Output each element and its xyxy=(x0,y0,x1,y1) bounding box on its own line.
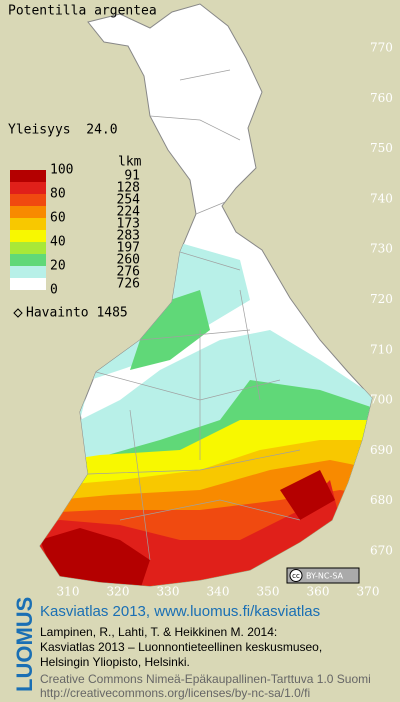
easting-label: 310 xyxy=(57,585,80,599)
easting-label: 360 xyxy=(307,585,330,599)
legend-swatch xyxy=(10,194,46,206)
svg-text:cc: cc xyxy=(292,572,300,580)
legend-count: 173 xyxy=(117,217,140,232)
grid-labels: 770 760 750 740 730 720 710 700 690 680 670 310 320 3… xyxy=(57,41,393,599)
northing-label: 740 xyxy=(370,191,393,205)
easting-label: 340 xyxy=(207,585,230,599)
northing-label: 770 xyxy=(370,41,393,55)
legend-swatch xyxy=(10,266,46,278)
license-badge-text: BY-NC-SA xyxy=(306,572,344,581)
northing-label: 700 xyxy=(370,393,393,407)
northing-label: 690 xyxy=(370,443,393,457)
license-line: Creative Commons Nimeä-Epäkaupallinen-Ta… xyxy=(40,672,371,686)
legend-scale-label: 80 xyxy=(50,187,66,202)
legend-count: 91 xyxy=(124,169,140,184)
legend-scale-label: 0 xyxy=(50,283,58,298)
northing-label: 720 xyxy=(370,292,393,306)
northing-label: 710 xyxy=(370,342,393,356)
citation-line: Lampinen, R., Lahti, T. & Heikkinen M. 2… xyxy=(40,625,277,639)
northing-label: 670 xyxy=(370,544,393,558)
legend-swatch xyxy=(10,206,46,218)
legend-scale-label: 40 xyxy=(50,235,66,250)
observation-count: Havainto 1485 xyxy=(26,306,128,321)
easting-label: 320 xyxy=(107,585,130,599)
legend-swatch xyxy=(10,242,46,254)
legend-swatch xyxy=(10,254,46,266)
legend-swatch xyxy=(10,218,46,230)
legend-count: 128 xyxy=(117,181,140,196)
citation-line: Kasviatlas 2013 – Luonnontieteellinen ke… xyxy=(40,640,322,654)
observation-marker xyxy=(13,308,23,318)
legend-count: 283 xyxy=(117,229,140,244)
legend-scale-label: 100 xyxy=(50,163,73,178)
legend-scale-label: 20 xyxy=(50,259,66,274)
legend-scale-label: 60 xyxy=(50,211,66,226)
frequency-index: Yleisyys 24.0 xyxy=(8,123,118,138)
legend-count: 276 xyxy=(117,265,140,280)
license-url[interactable]: http://creativecommons.org/licenses/by-n… xyxy=(40,686,310,700)
legend-swatch xyxy=(10,278,46,290)
species-title: Potentilla argentea xyxy=(8,4,157,19)
citation-line: Helsingin Yliopisto, Helsinki. xyxy=(40,655,190,669)
legend-count: 197 xyxy=(117,241,140,256)
legend-swatch xyxy=(10,182,46,194)
legend-count: 260 xyxy=(117,253,140,268)
license-badge: cc BY-NC-SA xyxy=(286,567,360,584)
northing-label: 760 xyxy=(370,91,393,105)
easting-label: 350 xyxy=(257,585,280,599)
legend-count: 726 xyxy=(117,277,140,292)
count-header: lkm xyxy=(118,155,142,170)
legend-swatch xyxy=(10,230,46,242)
legend-swatch xyxy=(10,170,46,182)
northing-label: 730 xyxy=(370,242,393,256)
atlas-link[interactable]: Kasviatlas 2013, www.luomus.fi/kasviatla… xyxy=(40,603,320,620)
region-borders xyxy=(87,69,301,561)
northing-label: 680 xyxy=(370,493,393,507)
northing-label: 750 xyxy=(370,141,393,155)
easting-label: 370 xyxy=(357,585,380,599)
brand-logo: LUOMUS xyxy=(12,597,37,692)
legend-count: 254 xyxy=(117,193,141,208)
finland-map xyxy=(39,3,373,587)
legend-count: 224 xyxy=(117,205,141,220)
easting-label: 330 xyxy=(157,585,180,599)
